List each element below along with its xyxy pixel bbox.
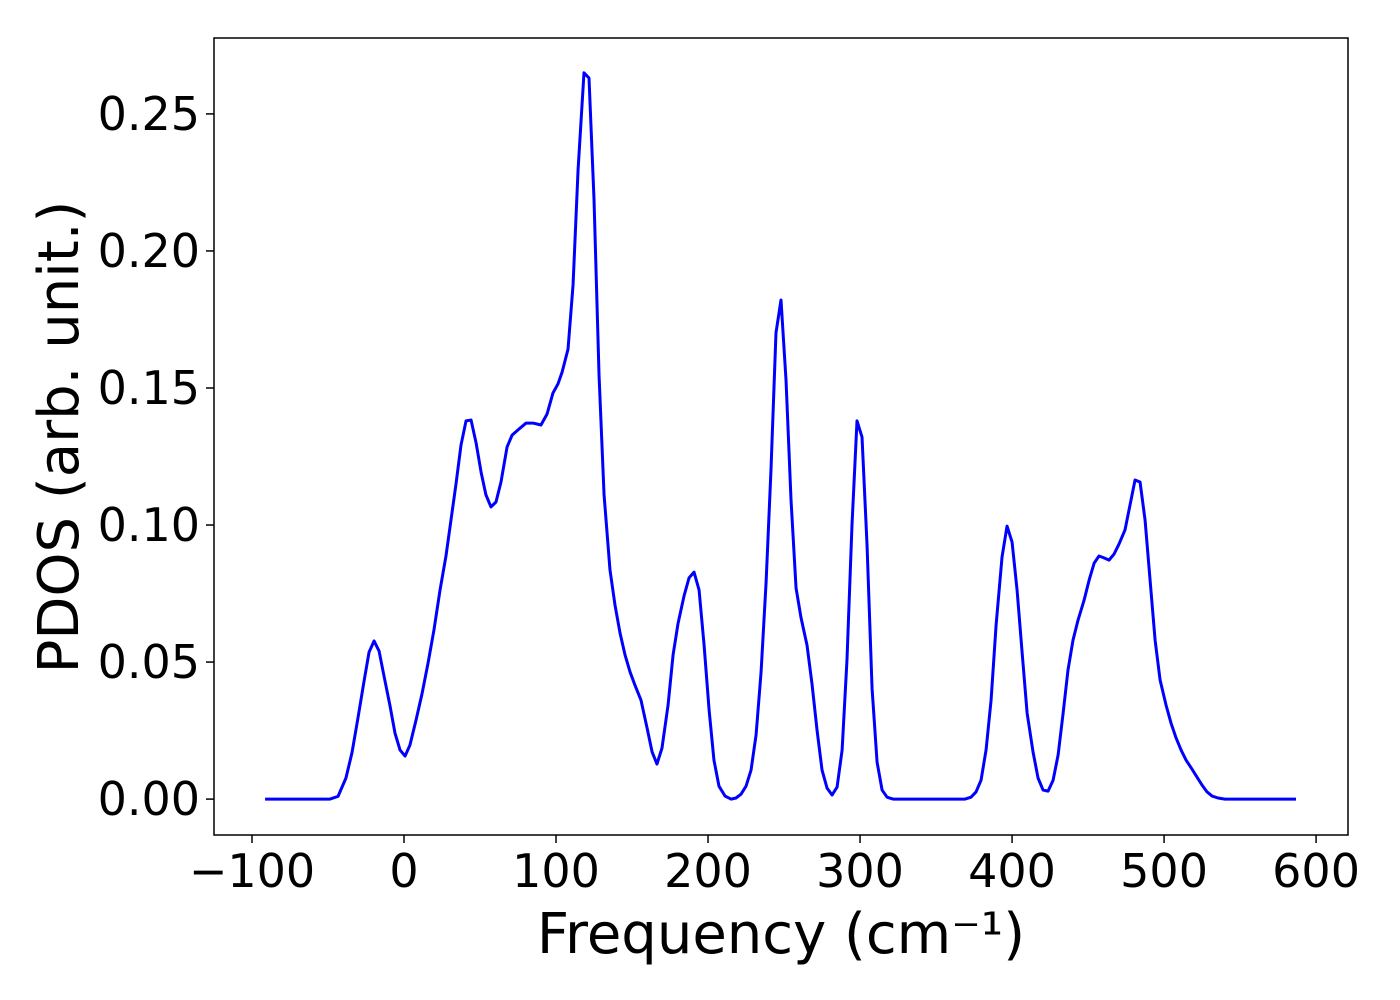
y-tick-label: 0.05 xyxy=(98,635,200,689)
x-tick-label: −100 xyxy=(189,844,315,898)
line xyxy=(265,71,1297,801)
x-tick-label: 500 xyxy=(1120,844,1208,898)
x-tick-label: 600 xyxy=(1272,844,1360,898)
plot-frame xyxy=(213,37,1349,836)
x-tick-label: 300 xyxy=(816,844,904,898)
x-axis-label: Frequency (cm⁻¹) xyxy=(537,902,1025,967)
x-tick-label: 100 xyxy=(512,844,600,898)
x-tick-label: 200 xyxy=(664,844,752,898)
x-tick-label: 0 xyxy=(389,844,418,898)
y-tick-label: 0.20 xyxy=(98,224,200,278)
y-tick-label: 0.00 xyxy=(98,772,200,826)
y-tick-label: 0.10 xyxy=(98,498,200,552)
y-tick-label: 0.15 xyxy=(98,361,200,415)
y-axis-label: PDOS (arb. unit.) xyxy=(27,201,92,674)
y-tick-label: 0.25 xyxy=(98,87,200,141)
x-tick-label: 400 xyxy=(968,844,1056,898)
